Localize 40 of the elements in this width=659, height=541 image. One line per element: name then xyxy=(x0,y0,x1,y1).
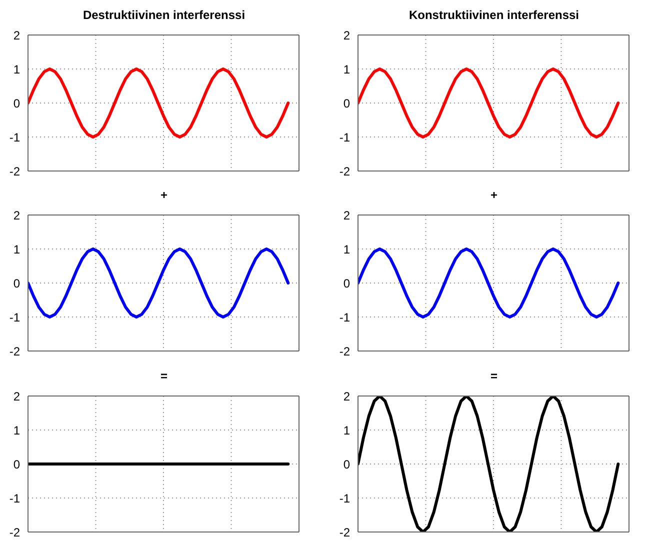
line-series xyxy=(28,248,290,319)
chart-title: + xyxy=(489,187,498,204)
y-tick-label: -1 xyxy=(9,310,20,325)
y-tick-label: 2 xyxy=(13,388,20,403)
y-tick-label: 1 xyxy=(343,242,350,257)
y-tick-label: 1 xyxy=(13,62,20,76)
y-tick-label: -1 xyxy=(339,130,350,144)
chart-title: + xyxy=(159,187,168,204)
y-tick-label: -2 xyxy=(339,524,350,539)
line-series xyxy=(358,68,620,138)
line-series xyxy=(28,68,290,138)
y-tick-label: 2 xyxy=(343,28,350,42)
y-tick-label: -2 xyxy=(9,164,20,178)
y-tick-label: -1 xyxy=(9,130,20,144)
chart-title: Destruktiivinen interferenssi xyxy=(82,7,246,24)
y-tick-label: -2 xyxy=(339,164,350,178)
y-tick-label: 0 xyxy=(13,96,20,110)
y-tick-label: -1 xyxy=(339,490,350,505)
y-tick-label: -1 xyxy=(9,490,20,505)
y-tick-label: 1 xyxy=(13,422,20,437)
chart-title: = xyxy=(159,368,168,385)
y-tick-label: 0 xyxy=(343,96,350,110)
y-tick-label: 0 xyxy=(343,276,350,291)
y-tick-label: 2 xyxy=(13,28,20,42)
y-tick-label: 0 xyxy=(13,456,20,471)
chart-title: Konstruktiivinen interferenssi xyxy=(408,7,580,24)
y-tick-label: 0 xyxy=(343,456,350,471)
line-series xyxy=(358,248,620,319)
y-tick-label: 2 xyxy=(343,208,350,223)
y-tick-label: 1 xyxy=(13,242,20,257)
y-tick-label: -2 xyxy=(9,344,20,359)
y-tick-label: 1 xyxy=(343,422,350,437)
chart-title: = xyxy=(489,368,498,385)
y-tick-label: -2 xyxy=(9,524,20,539)
y-tick-label: 0 xyxy=(13,276,20,291)
y-tick-label: 2 xyxy=(13,208,20,223)
y-tick-label: 2 xyxy=(343,388,350,403)
y-tick-label: -2 xyxy=(339,344,350,359)
y-tick-label: -1 xyxy=(339,310,350,325)
y-tick-label: 1 xyxy=(343,62,350,76)
